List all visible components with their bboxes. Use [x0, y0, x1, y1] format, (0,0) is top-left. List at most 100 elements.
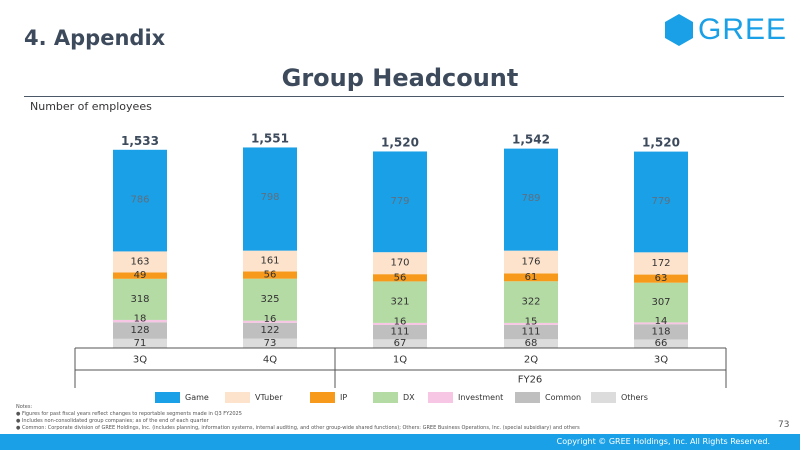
- value-label-others-2: 73: [264, 338, 277, 349]
- bar-others-5: [634, 339, 688, 348]
- value-label-game-5: 779: [651, 196, 670, 207]
- logo-text: GREE: [698, 13, 788, 46]
- legend-swatch-dx: [373, 392, 398, 403]
- value-label-dx-4: 322: [521, 297, 540, 308]
- notes-title: Notes:: [16, 404, 33, 410]
- bar-others-4: [504, 339, 558, 348]
- total-label-1: 1,533: [121, 134, 159, 148]
- value-label-ip-3: 56: [394, 272, 407, 283]
- category-label-1: 3Q: [133, 355, 147, 366]
- legend-swatch-vtuber: [225, 392, 250, 403]
- note-item: ● Common: Corporate division of GREE Hol…: [16, 425, 580, 431]
- value-label-common-1: 128: [130, 325, 149, 336]
- value-label-dx-1: 318: [130, 294, 149, 305]
- value-label-dx-5: 307: [651, 297, 670, 308]
- note-text: Common: Corporate division of GREE Holdi…: [21, 425, 580, 431]
- value-label-ip-1: 49: [134, 270, 147, 281]
- bar-investment-2: [243, 320, 297, 323]
- bar-vtuber-3: [373, 252, 427, 275]
- legend-swatch-common: [515, 392, 540, 403]
- bar-common-3: [373, 324, 427, 340]
- value-label-vtuber-2: 161: [260, 256, 279, 267]
- footer-bar: Copyright © GREE Holdings, Inc. All Righ…: [0, 434, 800, 450]
- bar-others-2: [243, 338, 297, 348]
- bar-common-1: [113, 322, 167, 339]
- value-label-vtuber-5: 172: [651, 258, 670, 269]
- value-label-common-3: 111: [390, 327, 409, 338]
- bar-investment-5: [634, 322, 688, 325]
- category-label-3: 1Q: [393, 355, 407, 366]
- value-label-ip-2: 56: [264, 270, 277, 281]
- legend-label-others: Others: [621, 393, 648, 402]
- bar-dx-5: [634, 282, 688, 323]
- bar-ip-5: [634, 274, 688, 283]
- value-label-dx-3: 321: [390, 297, 409, 308]
- total-label-2: 1,551: [251, 131, 289, 145]
- category-label-4: 2Q: [524, 355, 538, 366]
- total-label-4: 1,542: [512, 133, 550, 147]
- value-label-common-4: 111: [521, 327, 540, 338]
- note-item: ● Includes non-consolidated group compan…: [16, 418, 209, 424]
- value-label-game-2: 798: [260, 192, 279, 203]
- headcount-stacked-bar-chart: 7112818318491637861,5333Q731221632556161…: [74, 131, 727, 388]
- bar-vtuber-4: [504, 250, 558, 274]
- bar-vtuber-5: [634, 252, 688, 275]
- hexagon-logo-icon: [665, 14, 693, 46]
- value-label-investment-5: 14: [655, 316, 668, 327]
- value-label-investment-1: 18: [134, 313, 147, 324]
- legend-label-common: Common: [545, 393, 582, 402]
- value-label-others-3: 67: [394, 338, 407, 349]
- value-label-game-1: 786: [130, 194, 149, 205]
- value-label-ip-5: 63: [655, 273, 668, 284]
- bar-others-3: [373, 339, 427, 348]
- total-label-3: 1,520: [381, 135, 419, 149]
- value-label-others-5: 66: [655, 338, 668, 349]
- bar-others-1: [113, 338, 167, 348]
- bar-dx-2: [243, 278, 297, 321]
- bar-ip-1: [113, 272, 167, 279]
- legend-label-investment: Investment: [458, 393, 504, 402]
- value-label-others-4: 68: [525, 338, 538, 349]
- legend-label-game: Game: [185, 393, 209, 402]
- note-text: Figures for past fiscal years reflect ch…: [21, 411, 242, 417]
- value-label-investment-3: 16: [394, 316, 407, 327]
- value-label-ip-4: 61: [525, 272, 538, 283]
- page-number: 73: [778, 420, 790, 430]
- gree-logo: GREE: [662, 13, 786, 47]
- bar-dx-4: [504, 281, 558, 323]
- bar-investment-4: [504, 322, 558, 325]
- value-label-game-3: 779: [390, 196, 409, 207]
- bar-game-3: [373, 151, 427, 253]
- value-label-investment-2: 16: [264, 314, 277, 325]
- legend-label-vtuber: VTuber: [255, 393, 283, 402]
- legend-swatch-game: [155, 392, 180, 403]
- bar-vtuber-1: [113, 251, 167, 273]
- value-label-vtuber-4: 176: [521, 257, 540, 268]
- bar-investment-3: [373, 322, 427, 325]
- legend-label-dx: DX: [403, 393, 415, 402]
- value-label-investment-4: 15: [525, 316, 538, 327]
- bar-game-1: [113, 149, 167, 252]
- bar-investment-1: [113, 319, 167, 323]
- bar-game-4: [504, 148, 558, 251]
- unit-label: Number of employees: [30, 100, 152, 113]
- bar-common-4: [504, 324, 558, 340]
- category-label-2: 4Q: [263, 355, 277, 366]
- page-heading: Group Headcount: [281, 64, 519, 92]
- value-label-vtuber-3: 170: [390, 258, 409, 269]
- bar-ip-2: [243, 271, 297, 279]
- category-label-5: 3Q: [654, 355, 668, 366]
- note-item: ● Figures for past fiscal years reflect …: [16, 411, 242, 417]
- value-label-vtuber-1: 163: [130, 256, 149, 267]
- bar-ip-4: [504, 273, 558, 282]
- copyright-text: Copyright © GREE Holdings, Inc. All Righ…: [556, 437, 770, 446]
- legend-swatch-ip: [310, 392, 335, 403]
- section-title: 4. Appendix: [24, 26, 166, 50]
- legend-swatch-investment: [428, 392, 453, 403]
- value-label-common-5: 118: [651, 326, 670, 337]
- bar-common-2: [243, 322, 297, 339]
- bar-dx-1: [113, 278, 167, 320]
- bar-game-5: [634, 151, 688, 253]
- total-label-5: 1,520: [642, 136, 680, 150]
- bar-common-5: [634, 324, 688, 340]
